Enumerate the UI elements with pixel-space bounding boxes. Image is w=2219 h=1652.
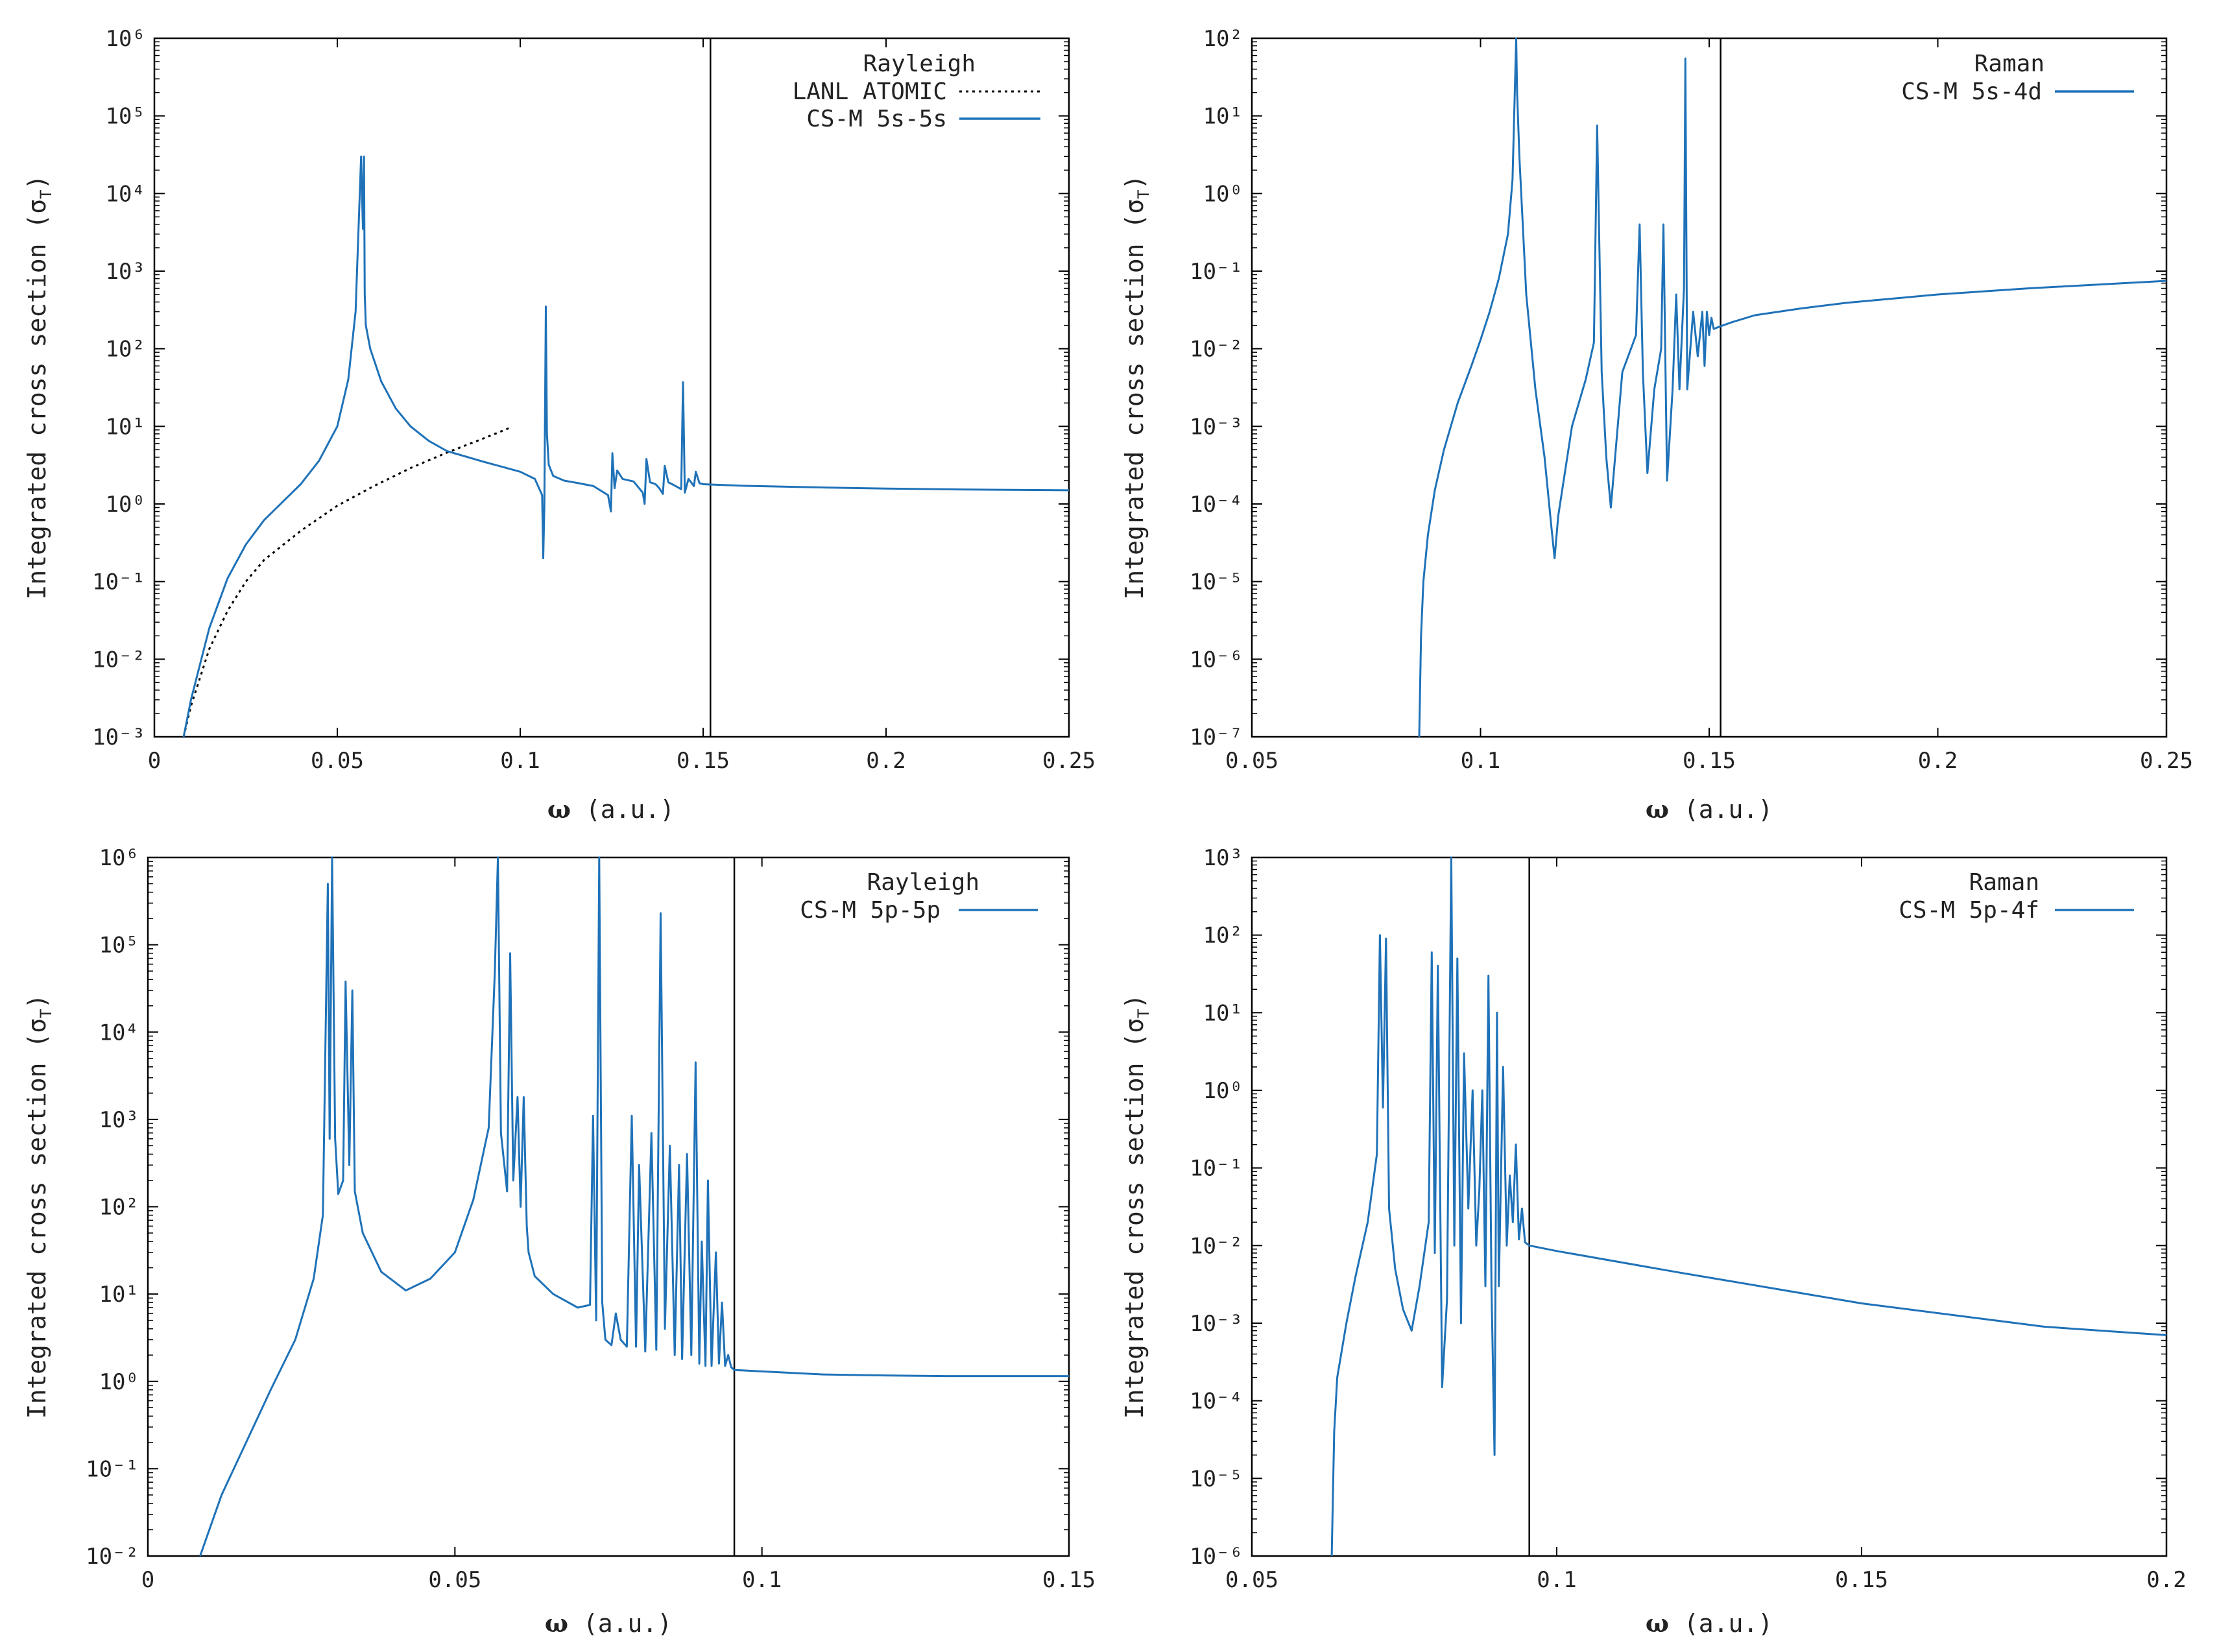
y-tick-label: 10⁻⁷ <box>1190 724 1243 750</box>
y-tick-label: 10⁻¹ <box>92 569 145 595</box>
series-line-cs-m-5p-5p <box>199 856 1069 1557</box>
x-tick-label: 0.05 <box>1225 748 1278 774</box>
y-tick-label: 10⁻¹ <box>1190 1156 1243 1182</box>
y-axis-label: Integrated cross section (σT) <box>23 174 55 599</box>
legend-title: Rayleigh <box>867 869 979 896</box>
legend-title: Rayleigh <box>863 51 976 77</box>
x-tick-label: 0.15 <box>1683 748 1736 774</box>
x-tick-label: 0.2 <box>2146 1567 2186 1593</box>
x-tick-label: 0.25 <box>2140 748 2193 774</box>
x-tick-label: 0.15 <box>677 748 730 774</box>
y-tick-label: 10⁶ <box>106 26 145 52</box>
x-tick-label: 0.25 <box>1042 748 1096 774</box>
y-tick-label: 10⁰ <box>1203 1078 1243 1104</box>
y-tick-label: 10³ <box>99 1107 139 1133</box>
x-tick-label: 0.15 <box>1042 1567 1096 1593</box>
y-tick-label: 10⁻⁵ <box>1190 569 1243 595</box>
x-tick-label: 0.1 <box>1537 1567 1576 1593</box>
legend-label-csm: CS-M 5p-4f <box>1899 897 2039 924</box>
series-line-lanl-atomic <box>182 427 510 737</box>
y-tick-label: 10⁻³ <box>1190 1311 1243 1337</box>
y-tick-label: 10⁻² <box>92 647 145 673</box>
y-tick-label: 10¹ <box>99 1282 139 1308</box>
y-tick-label: 10⁻⁶ <box>1190 1544 1243 1570</box>
y-tick-label: 10⁰ <box>99 1369 139 1395</box>
panel-rayleigh-5s-5s: Rayleigh LANL ATOMIC CS-M 5s-5s ω (a.u.)… <box>23 26 1096 824</box>
y-tick-label: 10⁰ <box>1203 181 1243 207</box>
y-tick-label: 10⁴ <box>106 181 145 207</box>
y-tick-label: 10¹ <box>1203 104 1243 130</box>
legend-label-csm: CS-M 5s-4d <box>1901 78 2042 105</box>
y-tick-label: 10² <box>99 1195 139 1221</box>
legend-title: Raman <box>1969 869 2039 896</box>
series-line-cs-m-5p-4f <box>1330 856 2167 1557</box>
x-tick-label: 0.2 <box>866 748 906 774</box>
y-tick-label: 10⁶ <box>99 845 139 871</box>
legend-label-csm: CS-M 5p-5p <box>800 897 941 924</box>
y-tick-label: 10⁵ <box>99 933 139 959</box>
y-axis-label: Integrated cross section (σT) <box>1120 174 1153 599</box>
y-axis-label: Integrated cross section (σT) <box>1120 994 1153 1419</box>
y-tick-label: 10⁻² <box>1190 1233 1243 1259</box>
y-tick-label: 10⁻³ <box>1190 414 1243 440</box>
y-tick-label: 10⁵ <box>106 104 145 130</box>
x-tick-label: 0.05 <box>1225 1567 1278 1593</box>
y-tick-label: 10⁻⁵ <box>1190 1466 1243 1492</box>
plot-frame <box>153 37 1070 738</box>
y-tick-label: 10⁻² <box>86 1544 139 1570</box>
plot-frame <box>1251 37 2168 738</box>
panel-raman-5s-4d: Raman CS-M 5s-4d ω (a.u.) Integrated cro… <box>1120 26 2193 824</box>
y-tick-label: 10⁻⁴ <box>1190 492 1243 518</box>
x-tick-label: 0.15 <box>1835 1567 1888 1593</box>
x-tick-label: 0 <box>148 748 161 774</box>
x-axis-label: ω (a.u.) <box>547 795 675 824</box>
x-axis-label: ω (a.u.) <box>545 1609 672 1638</box>
y-tick-label: 10¹ <box>1203 1000 1243 1026</box>
x-tick-label: 0.1 <box>1461 748 1500 774</box>
y-tick-label: 10⁻⁶ <box>1190 647 1243 673</box>
x-tick-label: 0.05 <box>428 1567 481 1593</box>
x-tick-label: 0.2 <box>1918 748 1958 774</box>
y-tick-label: 10⁻³ <box>92 724 145 750</box>
plot-frame <box>147 856 1070 1557</box>
y-tick-label: 10² <box>1203 923 1243 949</box>
y-tick-label: 10⁻² <box>1190 337 1243 363</box>
y-tick-label: 10³ <box>106 259 145 285</box>
plot-frame <box>1251 856 2168 1557</box>
x-tick-label: 0.1 <box>742 1567 782 1593</box>
y-tick-label: 10⁻¹ <box>1190 259 1243 285</box>
y-tick-label: 10² <box>106 337 145 363</box>
legend-label-csm: CS-M 5s-5s <box>806 106 947 132</box>
legend-title: Raman <box>1974 51 2045 77</box>
y-tick-label: 10³ <box>1203 845 1243 871</box>
y-tick-label: 10⁻¹ <box>86 1456 139 1482</box>
y-tick-label: 10⁴ <box>99 1020 139 1046</box>
panel-rayleigh-5p-5p: Rayleigh CS-M 5p-5p ω (a.u.) Integrated … <box>23 845 1096 1638</box>
y-tick-label: 10⁻⁴ <box>1190 1389 1243 1415</box>
x-axis-label: ω (a.u.) <box>1646 1609 1773 1638</box>
y-tick-label: 10² <box>1203 26 1243 52</box>
x-axis-label: ω (a.u.) <box>1646 795 1773 824</box>
panel-raman-5p-4f: Raman CS-M 5p-4f ω (a.u.) Integrated cro… <box>1120 845 2187 1638</box>
y-axis-label: Integrated cross section (σT) <box>23 994 55 1419</box>
y-tick-label: 10⁰ <box>106 492 145 518</box>
series-line-cs-m-5s-4d <box>1418 37 2167 737</box>
x-tick-label: 0 <box>141 1567 154 1593</box>
series-line-cs-m-5s-5s <box>182 155 1070 737</box>
x-tick-label: 0.1 <box>500 748 540 774</box>
legend-label-lanl: LANL ATOMIC <box>793 78 947 105</box>
y-tick-label: 10¹ <box>106 414 145 440</box>
x-tick-label: 0.05 <box>311 748 364 774</box>
